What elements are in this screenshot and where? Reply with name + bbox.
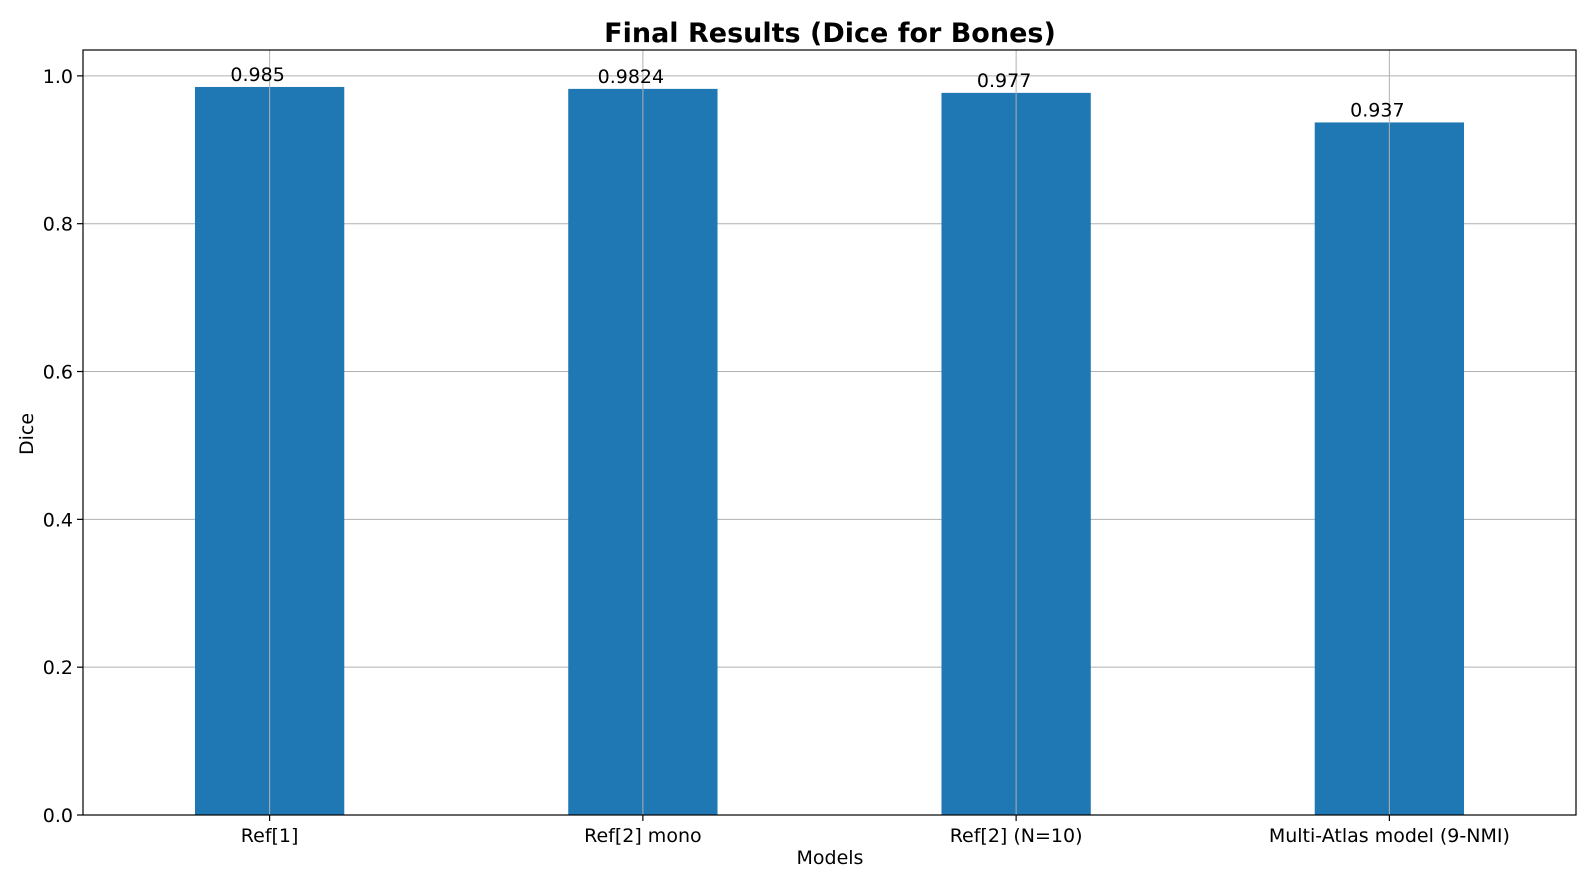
- bar-value-label: 0.937: [1350, 99, 1404, 121]
- bars-group: [194, 86, 1465, 816]
- y-tick-label: 0.2: [43, 657, 73, 679]
- bar-value-label: 0.985: [230, 64, 284, 86]
- chart-title: Final Results (Dice for Bones): [604, 18, 1056, 49]
- plot-frame: [82, 49, 1577, 816]
- x-axis-label: Models: [797, 847, 864, 869]
- bar-value-label: 0.9824: [598, 66, 664, 88]
- x-tick-label: Ref[2] mono: [584, 825, 701, 847]
- x-tick-label: Multi-Atlas model (9-NMI): [1269, 825, 1510, 847]
- data-labels-group: 0.985 0.9824 0.977 0.937: [230, 64, 1404, 121]
- y-axis-label: Dice: [16, 413, 38, 455]
- x-tick-label: Ref[2] (N=10): [950, 825, 1083, 847]
- y-tick-label: 1.0: [43, 66, 73, 88]
- x-tick-label: Ref[1]: [241, 825, 299, 847]
- y-axis-ticks: 0.0 0.2 0.4 0.6 0.8 1.0: [43, 66, 83, 827]
- y-tick-label: 0.8: [43, 214, 73, 236]
- bar-value-label: 0.977: [977, 70, 1031, 92]
- x-axis-ticks: Ref[1] Ref[2] mono Ref[2] (N=10) Multi-Atla…: [241, 815, 1510, 847]
- y-tick-label: 0.6: [43, 362, 73, 384]
- y-tick-label: 0.0: [43, 805, 73, 827]
- y-tick-label: 0.4: [43, 509, 73, 531]
- vertical-grid-lines: [269, 50, 1390, 815]
